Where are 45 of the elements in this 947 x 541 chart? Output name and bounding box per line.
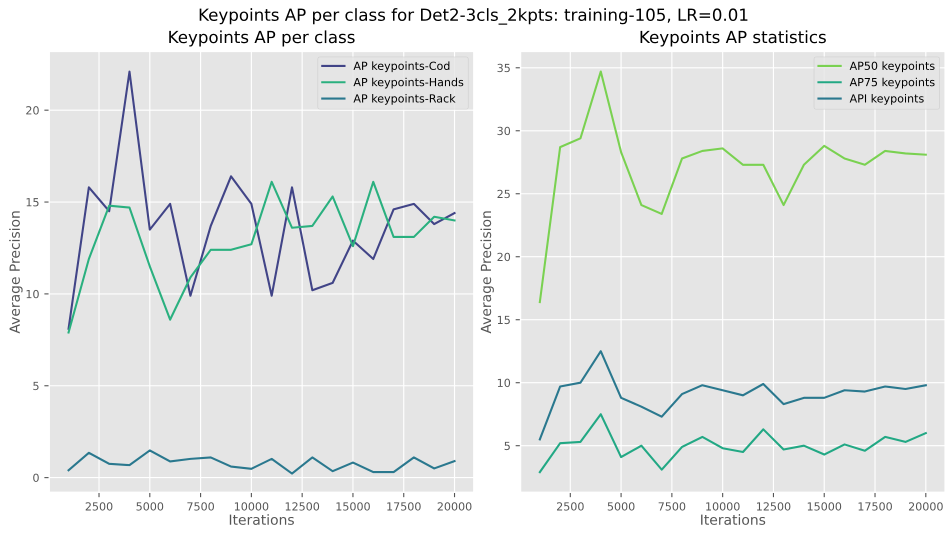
y-tick-label: 10 — [498, 378, 510, 388]
x-axis-title: Iterations — [230, 514, 294, 525]
x-tick-label: 10000 — [234, 502, 268, 511]
legend-label: API keypoints — [850, 94, 924, 105]
x-tick-label: 17500 — [387, 502, 421, 511]
x-tick-label: 5000 — [136, 502, 164, 511]
line-series — [538, 413, 927, 474]
y-tick-label: 5 — [504, 442, 510, 450]
y-tick-label: 35 — [498, 64, 510, 72]
line-series — [538, 350, 927, 440]
line-series — [68, 180, 456, 334]
y-tick-label: 20 — [26, 106, 39, 115]
legend-label: AP keypoints-Hands — [353, 78, 464, 88]
x-tick-label: 20000 — [908, 502, 943, 511]
chart-title: Keypoints AP per class — [169, 30, 355, 47]
y-tick-label: 5 — [33, 382, 39, 390]
x-tick-label: 15000 — [808, 502, 842, 511]
x-tick-label: 12500 — [286, 502, 320, 511]
x-axis-title: Iterations — [701, 514, 766, 525]
y-axis-title: Average Precision — [480, 211, 494, 334]
x-tick-label: 7500 — [187, 502, 214, 511]
chart-title: Keypoints AP statistics — [640, 30, 826, 47]
x-tick-label: 20000 — [438, 502, 472, 511]
x-tick-label: 17500 — [858, 502, 892, 511]
x-tick-label: 12500 — [756, 502, 790, 511]
x-tick-label: 10000 — [706, 502, 740, 511]
legend-label: AP50 keypoints — [850, 61, 935, 72]
y-tick-label: 15 — [498, 316, 510, 324]
y-tick-label: 25 — [497, 190, 510, 198]
y-tick-label: 0 — [33, 474, 39, 482]
y-tick-label: 30 — [498, 126, 510, 136]
y-tick-label: 10 — [26, 290, 39, 298]
x-tick-label: 2500 — [556, 502, 584, 511]
x-tick-label: 2500 — [86, 502, 112, 511]
legend-label: AP keypoints-Cod — [353, 61, 450, 72]
y-tick-label: 20 — [497, 252, 510, 262]
x-tick-label: 5000 — [608, 502, 634, 511]
y-axis-title: Average Precision — [9, 211, 23, 334]
x-tick-label: 15000 — [336, 502, 370, 511]
y-tick-label: 15 — [26, 198, 39, 206]
text: Keypoints AP per class for Det2-3cls_2kpts: training-105, LR=0.01 — [200, 8, 748, 25]
legend-label: AP75 keypoints — [850, 78, 935, 88]
legend-label: AP keypoints-Rack — [353, 94, 456, 105]
line-series — [68, 449, 456, 475]
x-tick-label: 7500 — [658, 502, 686, 511]
